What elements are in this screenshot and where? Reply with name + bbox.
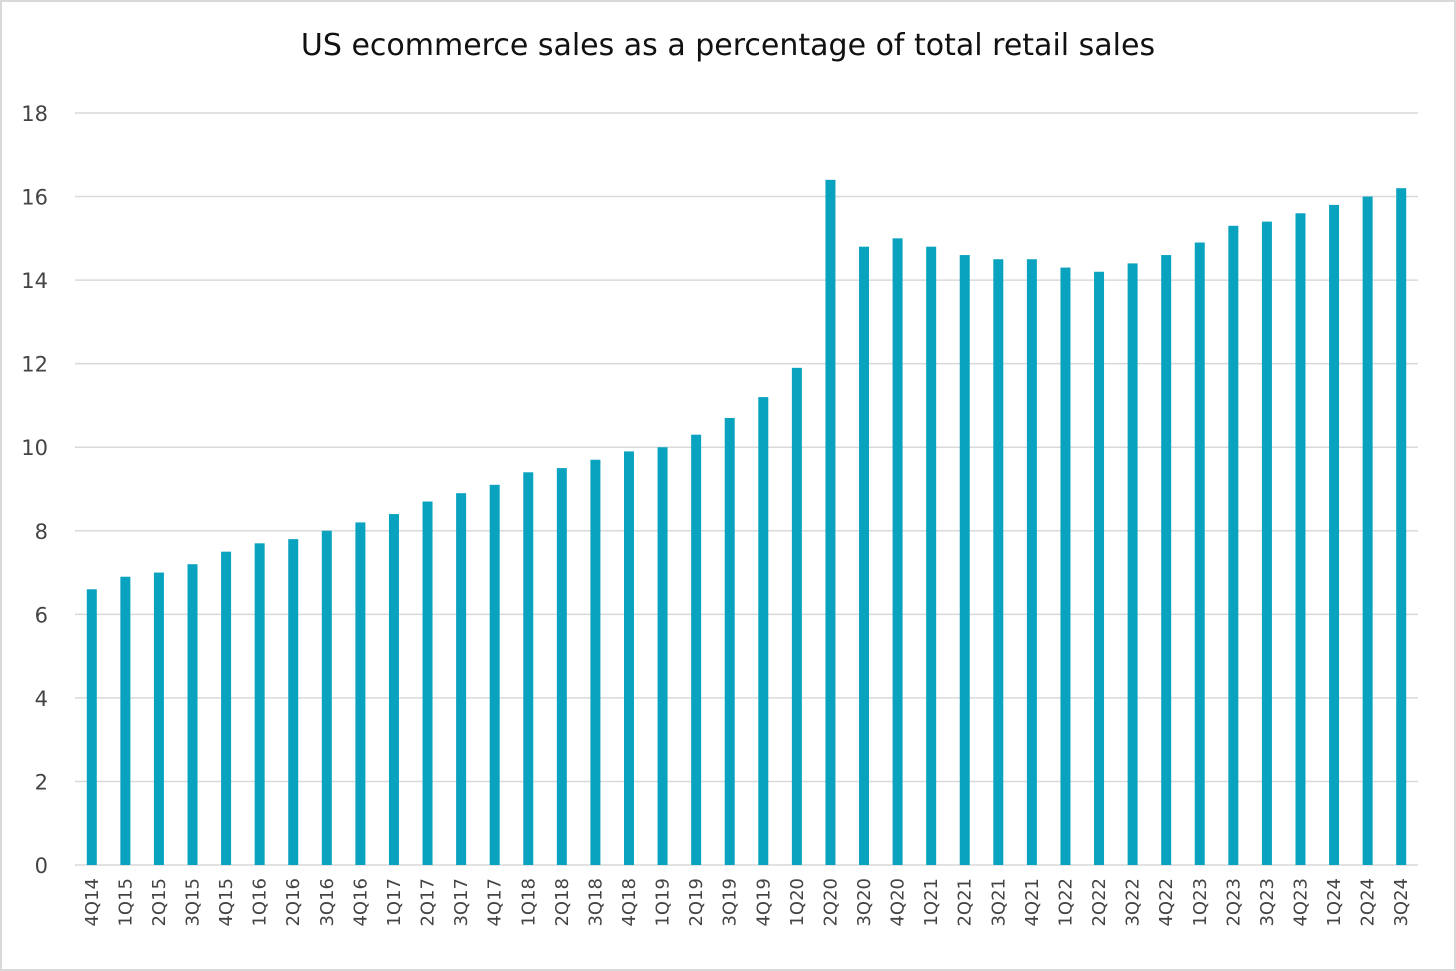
x-tick-label: 2Q22 <box>1089 878 1110 927</box>
x-tick-label: 1Q17 <box>384 878 405 927</box>
bar-1Q22 <box>1060 267 1071 866</box>
x-tick-label: 2Q24 <box>1358 878 1379 927</box>
y-tick-label: 18 <box>21 102 48 126</box>
x-tick-label: 3Q20 <box>854 878 875 927</box>
bar-1Q15 <box>120 576 131 865</box>
gridlines <box>75 112 1418 866</box>
bar-3Q16 <box>321 530 332 865</box>
bar-1Q23 <box>1194 242 1205 865</box>
x-tick-label: 4Q18 <box>619 878 640 927</box>
x-axis-ticks: 4Q14 1Q15 2Q15 3Q15 4Q15 1Q16 2Q16 3Q16 4Q16 1Q17… <box>82 878 1412 927</box>
y-axis-ticks: 0 2 4 6 8 10 12 14 16 18 <box>21 102 48 878</box>
x-tick-label: 1Q21 <box>921 878 942 927</box>
bar-2Q15 <box>153 572 164 865</box>
bar-2Q20 <box>825 179 836 865</box>
bar-2Q19 <box>691 434 702 865</box>
bar-4Q17 <box>489 484 500 865</box>
bar-3Q24 <box>1396 188 1407 865</box>
x-tick-label: 2Q18 <box>552 878 573 927</box>
bar-4Q22 <box>1161 255 1172 866</box>
bar-3Q15 <box>187 564 198 865</box>
x-tick-label: 1Q18 <box>518 878 539 927</box>
chart-title: US ecommerce sales as a percentage of to… <box>300 28 1156 63</box>
x-tick-label: 1Q22 <box>1055 878 1076 927</box>
y-tick-label: 8 <box>35 520 48 544</box>
x-tick-label: 2Q16 <box>283 878 304 927</box>
x-tick-label: 2Q15 <box>149 878 170 927</box>
x-tick-label: 4Q15 <box>216 878 237 927</box>
bars <box>86 179 1407 866</box>
x-tick-label: 2Q19 <box>686 878 707 927</box>
bar-2Q24 <box>1362 196 1373 866</box>
bar-4Q19 <box>758 397 769 865</box>
bar-1Q24 <box>1329 204 1340 865</box>
bar-2Q17 <box>422 501 433 865</box>
x-tick-label: 3Q15 <box>183 878 204 927</box>
bar-1Q20 <box>791 367 802 865</box>
x-tick-label: 4Q14 <box>82 878 103 927</box>
x-tick-label: 4Q19 <box>753 878 774 927</box>
bar-1Q19 <box>657 447 668 865</box>
bar-4Q21 <box>1026 259 1037 865</box>
x-tick-label: 3Q18 <box>585 878 606 927</box>
bar-2Q18 <box>556 468 567 865</box>
y-tick-label: 4 <box>35 687 48 711</box>
x-tick-label: 3Q23 <box>1257 878 1278 927</box>
x-tick-label: 2Q20 <box>820 878 841 927</box>
y-tick-label: 6 <box>35 603 48 627</box>
bar-4Q16 <box>355 522 366 865</box>
x-tick-label: 4Q20 <box>888 878 909 927</box>
x-tick-label: 4Q21 <box>1022 878 1043 927</box>
bar-2Q22 <box>1094 271 1105 865</box>
x-tick-label: 4Q22 <box>1156 878 1177 927</box>
bar-3Q20 <box>859 246 870 865</box>
bar-2Q23 <box>1228 225 1239 866</box>
bar-1Q16 <box>254 543 265 865</box>
x-tick-label: 4Q16 <box>350 878 371 927</box>
bar-3Q23 <box>1261 221 1272 866</box>
x-tick-label: 3Q16 <box>317 878 338 927</box>
y-tick-label: 2 <box>35 770 48 794</box>
x-tick-label: 2Q21 <box>955 878 976 927</box>
bar-3Q18 <box>590 459 601 865</box>
x-tick-label: 3Q21 <box>988 878 1009 927</box>
x-tick-label: 1Q16 <box>250 878 271 927</box>
x-tick-label: 3Q24 <box>1391 878 1412 927</box>
bar-4Q20 <box>892 238 903 866</box>
bar-1Q18 <box>523 472 534 865</box>
x-tick-label: 1Q15 <box>115 878 136 927</box>
bar-4Q18 <box>623 451 634 865</box>
x-tick-label: 1Q23 <box>1190 878 1211 927</box>
x-tick-label: 2Q23 <box>1223 878 1244 927</box>
bar-4Q23 <box>1295 213 1306 865</box>
y-tick-label: 0 <box>35 854 48 878</box>
bar-3Q19 <box>724 417 735 865</box>
y-tick-label: 10 <box>21 436 48 460</box>
bar-1Q21 <box>926 246 937 865</box>
bar-3Q22 <box>1127 263 1138 865</box>
x-tick-label: 1Q19 <box>653 878 674 927</box>
x-tick-label: 1Q20 <box>787 878 808 927</box>
bar-3Q21 <box>993 259 1004 865</box>
y-tick-label: 14 <box>21 269 48 293</box>
x-tick-label: 3Q22 <box>1123 878 1144 927</box>
bar-2Q21 <box>959 255 970 866</box>
bar-3Q17 <box>456 493 467 865</box>
x-tick-label: 2Q17 <box>418 878 439 927</box>
y-tick-label: 12 <box>21 353 48 377</box>
x-tick-label: 3Q17 <box>451 878 472 927</box>
x-tick-label: 4Q23 <box>1290 878 1311 927</box>
bar-4Q15 <box>221 551 232 865</box>
bar-1Q17 <box>388 514 399 865</box>
x-tick-label: 1Q24 <box>1324 878 1345 927</box>
bar-4Q14 <box>86 589 97 865</box>
x-tick-label: 3Q19 <box>720 878 741 927</box>
y-tick-label: 16 <box>21 186 48 210</box>
bar-2Q16 <box>288 539 299 865</box>
x-tick-label: 4Q17 <box>485 878 506 927</box>
